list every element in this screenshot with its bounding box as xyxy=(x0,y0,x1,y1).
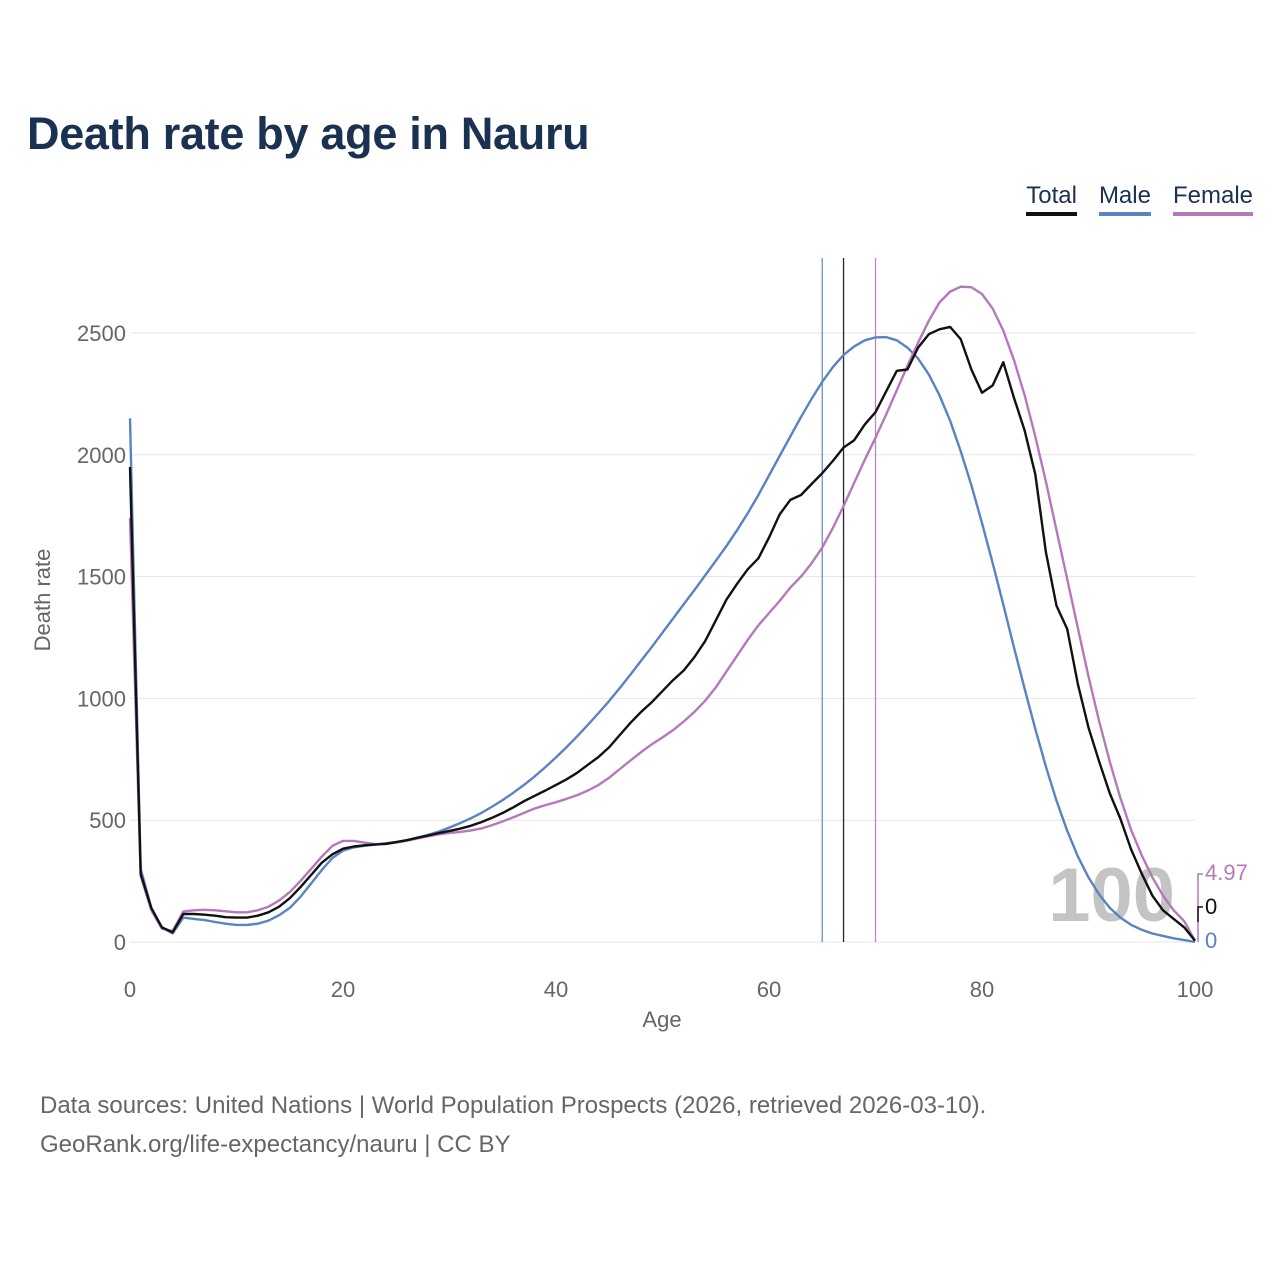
x-tick-label: 100 xyxy=(1177,977,1214,1002)
y-tick-label: 0 xyxy=(114,930,126,955)
x-tick-label: 0 xyxy=(124,977,136,1002)
y-tick-label: 500 xyxy=(89,808,126,833)
y-tick-label: 2000 xyxy=(77,443,126,468)
end-label-total: 0 xyxy=(1205,894,1217,919)
x-axis-label: Age xyxy=(642,1007,681,1032)
x-tick-label: 40 xyxy=(544,977,568,1002)
x-tick-label: 20 xyxy=(331,977,355,1002)
end-label-male: 0 xyxy=(1205,928,1217,953)
data-sources: Data sources: United Nations | World Pop… xyxy=(40,1092,987,1119)
legend-item-male[interactable]: Male xyxy=(1098,182,1151,216)
footer: Data sources: United Nations | World Pop… xyxy=(40,1086,986,1164)
y-tick-label: 2500 xyxy=(77,321,126,346)
end-label-female: 4.97 xyxy=(1205,860,1248,885)
end-bracket-total xyxy=(1197,906,1203,922)
chart-area: 100 0 500 1000 1500 2000 2500 0 20 40 60 80 100 4.9… xyxy=(30,258,1248,1032)
watermark-age: 100 xyxy=(1048,853,1175,938)
x-tick-label: 80 xyxy=(970,977,994,1002)
series-line-female[interactable] xyxy=(128,285,1197,942)
series-line-total[interactable] xyxy=(128,325,1196,942)
legend-item-total[interactable]: Total xyxy=(1026,182,1077,216)
legend-item-female[interactable]: Female xyxy=(1172,182,1253,216)
source-link[interactable]: GeoRank.org/life-expectancy/nauru | CC B… xyxy=(40,1131,511,1158)
x-tick-label: 60 xyxy=(757,977,781,1002)
legend: Total Male Female xyxy=(1026,182,1253,216)
y-axis-label: Death rate xyxy=(30,549,55,652)
chart-title: Death rate by age in Nauru xyxy=(27,108,590,159)
y-tick-label: 1000 xyxy=(77,686,126,711)
series-line-male[interactable] xyxy=(128,335,1196,944)
y-tick-label: 1500 xyxy=(77,565,126,590)
